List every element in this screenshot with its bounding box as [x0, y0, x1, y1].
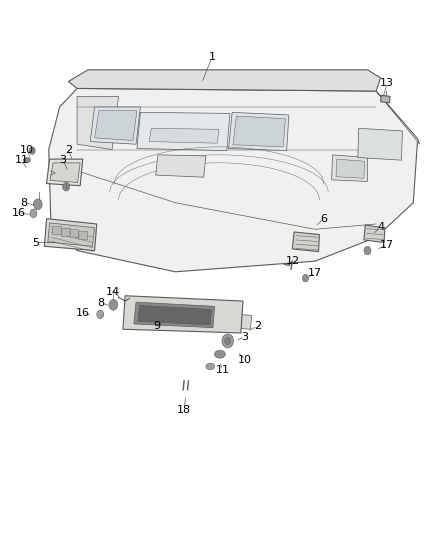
Polygon shape [95, 111, 137, 141]
Polygon shape [381, 95, 390, 103]
Polygon shape [376, 91, 420, 144]
Text: 3: 3 [60, 155, 67, 165]
Ellipse shape [215, 350, 225, 358]
Circle shape [225, 337, 231, 345]
Text: 11: 11 [14, 155, 28, 165]
FancyBboxPatch shape [61, 228, 70, 236]
Text: 8: 8 [98, 297, 105, 308]
Polygon shape [332, 155, 367, 181]
Text: 16: 16 [12, 208, 26, 219]
Text: 2: 2 [65, 144, 72, 155]
Polygon shape [48, 223, 95, 246]
Circle shape [302, 274, 308, 282]
FancyBboxPatch shape [79, 231, 88, 239]
Polygon shape [138, 305, 212, 325]
Text: 13: 13 [380, 78, 394, 88]
Text: 6: 6 [320, 214, 327, 224]
Circle shape [63, 182, 70, 191]
Polygon shape [68, 70, 381, 91]
Circle shape [364, 246, 371, 255]
Polygon shape [358, 128, 403, 160]
Polygon shape [90, 107, 141, 144]
Text: 17: 17 [308, 268, 322, 278]
Circle shape [97, 310, 104, 319]
Circle shape [33, 199, 42, 209]
Text: 2: 2 [254, 321, 261, 331]
Text: 4: 4 [377, 222, 384, 232]
Polygon shape [292, 232, 319, 252]
Text: 1: 1 [209, 52, 216, 61]
Polygon shape [155, 155, 206, 177]
Text: 18: 18 [177, 405, 191, 415]
Text: 17: 17 [380, 240, 394, 250]
Ellipse shape [23, 158, 30, 163]
Ellipse shape [206, 364, 215, 369]
Polygon shape [364, 225, 385, 243]
Text: 16: 16 [76, 308, 90, 318]
Text: 12: 12 [286, 256, 300, 266]
Text: 10: 10 [238, 354, 252, 365]
Polygon shape [44, 219, 97, 251]
Polygon shape [137, 112, 230, 151]
Polygon shape [46, 159, 83, 185]
Polygon shape [77, 96, 119, 150]
Text: 10: 10 [20, 144, 34, 155]
Polygon shape [50, 163, 80, 182]
FancyBboxPatch shape [53, 227, 61, 235]
Circle shape [29, 147, 35, 155]
Circle shape [30, 209, 37, 217]
Text: 9: 9 [153, 321, 161, 331]
Text: 3: 3 [241, 332, 248, 342]
Text: 14: 14 [106, 287, 120, 297]
Polygon shape [134, 302, 215, 328]
Text: 8: 8 [20, 198, 28, 208]
Polygon shape [229, 112, 289, 151]
Circle shape [222, 334, 233, 348]
Text: 5: 5 [32, 238, 39, 247]
Polygon shape [49, 88, 418, 272]
Circle shape [109, 300, 118, 310]
Polygon shape [149, 128, 219, 143]
Polygon shape [123, 296, 243, 333]
Polygon shape [233, 116, 286, 147]
FancyBboxPatch shape [70, 230, 79, 238]
Polygon shape [236, 314, 252, 329]
Text: 11: 11 [215, 365, 230, 375]
Polygon shape [336, 159, 364, 178]
